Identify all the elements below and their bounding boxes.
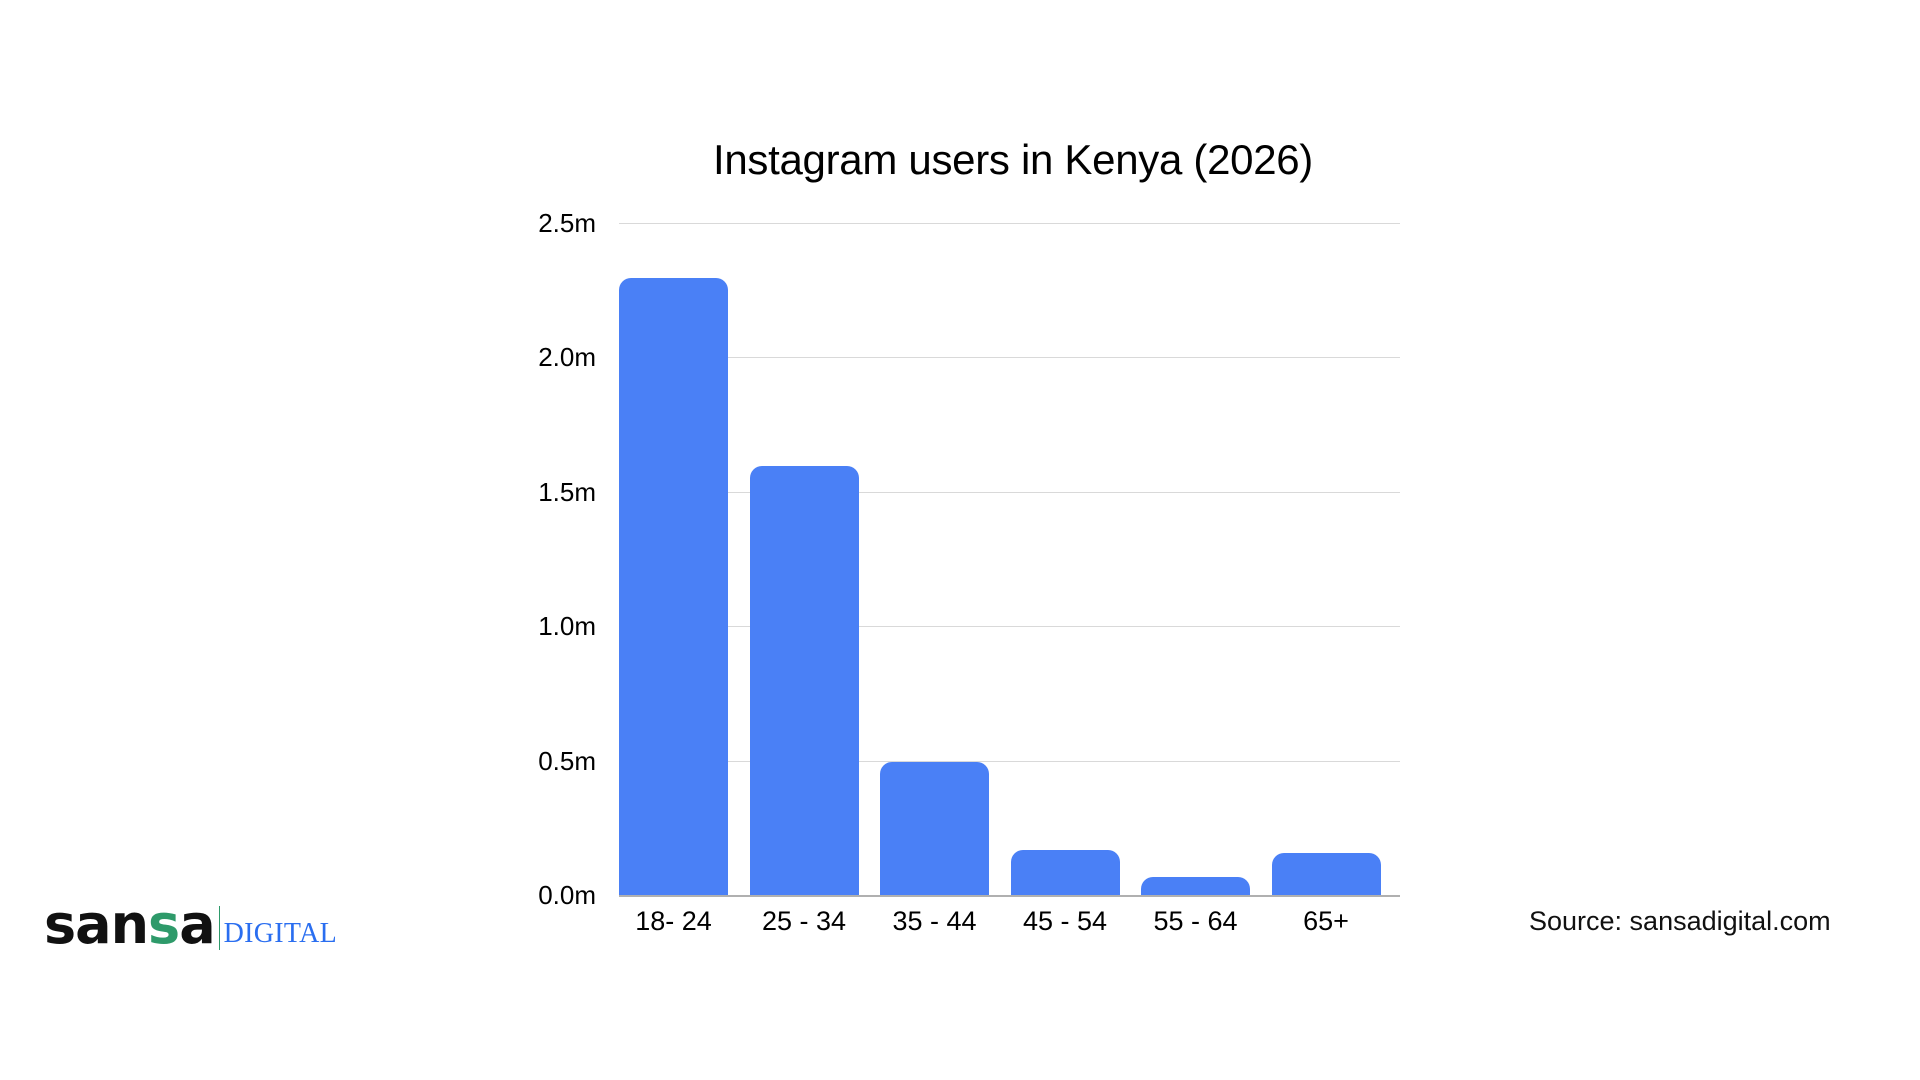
x-tick-label: 18- 24 [635, 906, 712, 936]
x-tick-label: 45 - 54 [1022, 906, 1108, 936]
y-tick-label: 1.5m [538, 476, 596, 507]
gridline [619, 760, 1400, 762]
gridline [619, 626, 1400, 628]
x-tick-label: 25 - 34 [761, 906, 847, 936]
bar [1141, 877, 1250, 896]
logo-text-accent: s [148, 893, 180, 956]
sansa-digital-logo: sansa DIGITAL [44, 892, 337, 952]
gridline [619, 223, 1400, 224]
logo-subtitle: DIGITAL [223, 918, 338, 949]
source-credit: Source: sansadigital.com [1529, 906, 1831, 936]
x-axis-baseline [619, 895, 1400, 897]
bar [619, 277, 728, 896]
bar [1271, 853, 1381, 896]
y-tick-label: 2.0m [538, 342, 596, 373]
x-tick-label: 65+ [1303, 906, 1349, 936]
y-tick-label: 0.0m [538, 880, 596, 910]
bar [1010, 850, 1120, 896]
y-tick-label: 2.5m [538, 208, 596, 238]
bar [749, 465, 859, 896]
logo-text-prefix: san [44, 893, 149, 956]
logo-divider [218, 906, 220, 950]
gridline [619, 491, 1400, 493]
gridline [619, 357, 1400, 359]
bar [880, 761, 989, 896]
chart-title: Instagram users in Kenya (2026) [712, 136, 1313, 183]
y-tick-label: 1.0m [538, 611, 596, 642]
plot-area [619, 223, 1400, 897]
logo-text-suffix: a [179, 893, 215, 956]
x-tick-label: 35 - 44 [892, 906, 977, 936]
logo-wordmark: sansa [44, 898, 216, 952]
x-tick-label: 55 - 64 [1153, 906, 1238, 936]
y-tick-label: 0.5m [538, 745, 596, 776]
